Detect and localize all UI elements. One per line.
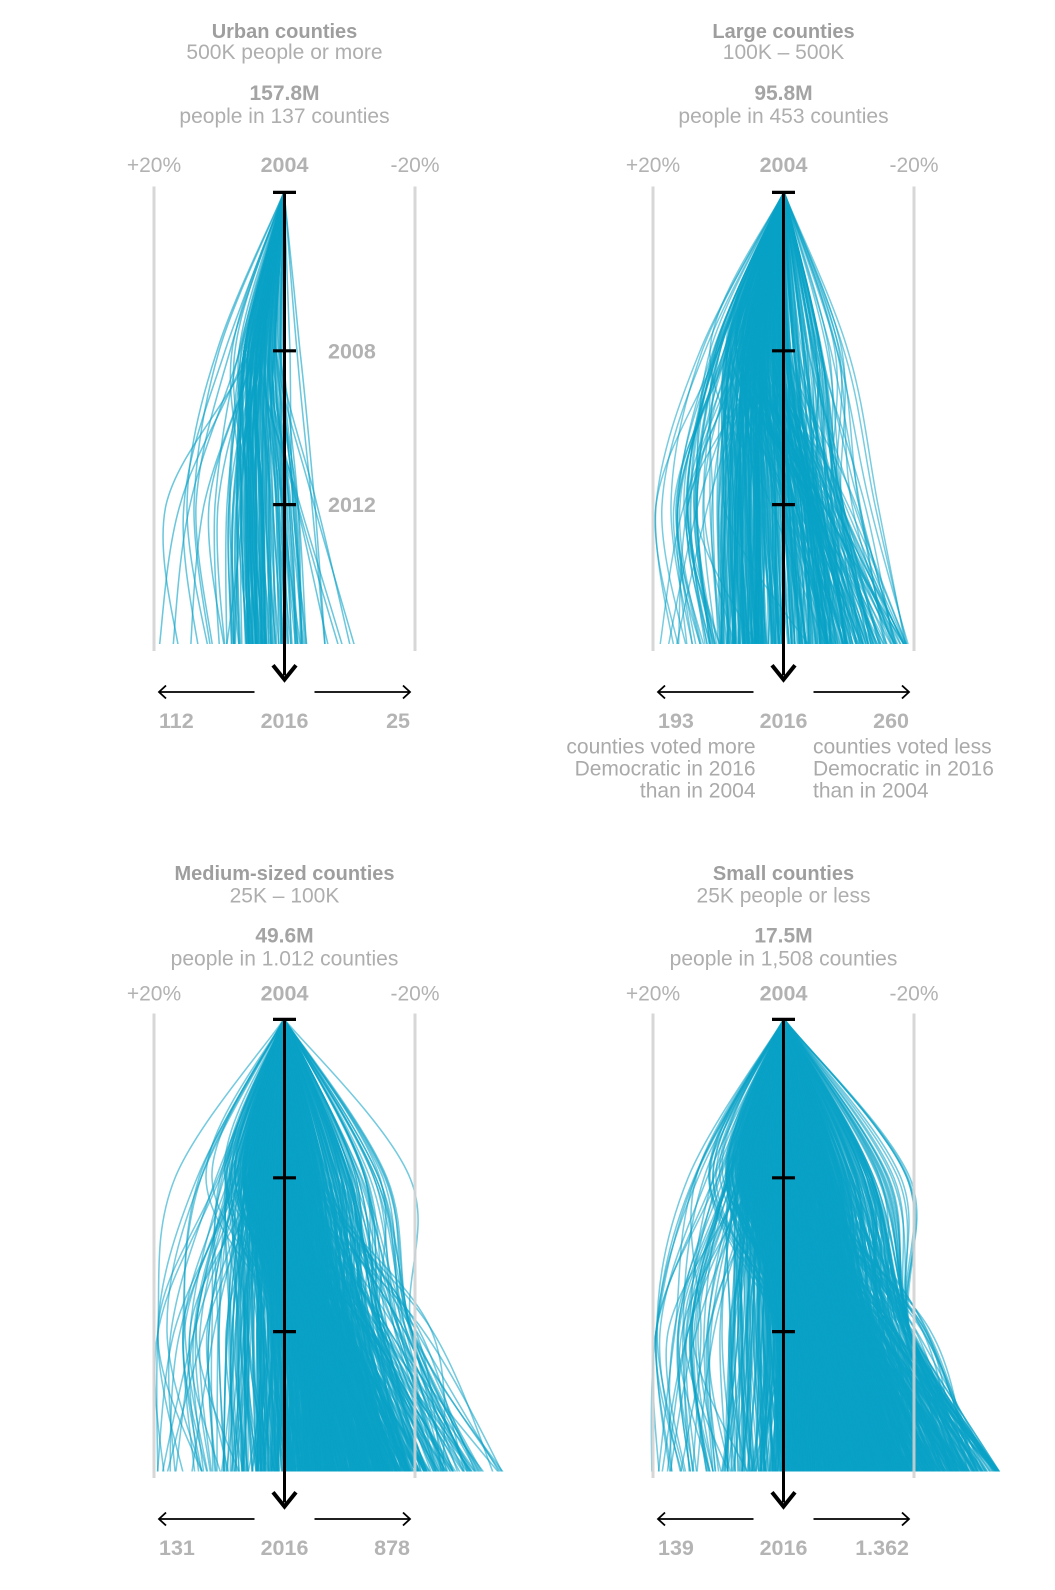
svg-text:-20%: -20%: [390, 982, 439, 1005]
svg-text:112: 112: [159, 709, 194, 733]
svg-text:+20%: +20%: [127, 982, 181, 1005]
svg-text:Small counties: Small counties: [713, 863, 854, 885]
svg-text:counties voted less: counties voted less: [813, 736, 992, 759]
svg-text:people in 453 counties: people in 453 counties: [678, 105, 888, 128]
svg-text:2016: 2016: [760, 1536, 808, 1560]
svg-text:+20%: +20%: [127, 154, 181, 177]
svg-text:878: 878: [374, 1536, 410, 1560]
svg-text:Medium-sized counties: Medium-sized counties: [174, 863, 394, 885]
svg-text:2016: 2016: [760, 709, 808, 733]
svg-text:139: 139: [658, 1536, 694, 1560]
svg-text:25: 25: [386, 709, 410, 733]
svg-text:+20%: +20%: [626, 154, 680, 177]
svg-text:2004: 2004: [261, 153, 309, 177]
svg-text:25K people or less: 25K people or less: [697, 884, 871, 907]
svg-text:2016: 2016: [261, 709, 309, 733]
svg-text:100K – 500K: 100K – 500K: [723, 41, 844, 64]
svg-text:-20%: -20%: [889, 154, 938, 177]
svg-text:25K – 100K: 25K – 100K: [230, 884, 340, 907]
svg-text:2016: 2016: [261, 1536, 309, 1560]
svg-text:17.5M: 17.5M: [754, 924, 812, 947]
svg-text:Democratic in 2016: Democratic in 2016: [575, 758, 756, 781]
svg-text:people in 137 counties: people in 137 counties: [179, 105, 389, 128]
svg-text:2004: 2004: [261, 981, 309, 1005]
svg-text:people in 1.012 counties: people in 1.012 counties: [171, 948, 399, 971]
svg-text:131: 131: [159, 1536, 195, 1560]
svg-text:than in 2004: than in 2004: [640, 780, 756, 803]
svg-text:counties voted more: counties voted more: [566, 736, 755, 759]
svg-text:+20%: +20%: [626, 982, 680, 1005]
svg-text:2004: 2004: [760, 981, 808, 1005]
svg-text:157.8M: 157.8M: [249, 82, 319, 105]
svg-text:Democratic in 2016: Democratic in 2016: [813, 758, 994, 781]
svg-text:500K people or more: 500K people or more: [186, 41, 382, 64]
svg-text:1.362: 1.362: [855, 1536, 909, 1560]
svg-text:2012: 2012: [328, 493, 376, 517]
svg-text:people in 1,508 counties: people in 1,508 counties: [670, 948, 898, 971]
svg-text:-20%: -20%: [889, 982, 938, 1005]
svg-text:2004: 2004: [760, 153, 808, 177]
svg-text:Urban counties: Urban counties: [212, 21, 358, 43]
svg-text:than in 2004: than in 2004: [813, 780, 929, 803]
svg-text:-20%: -20%: [390, 154, 439, 177]
svg-text:95.8M: 95.8M: [754, 82, 812, 105]
svg-text:260: 260: [873, 709, 909, 733]
svg-text:193: 193: [658, 709, 694, 733]
svg-text:49.6M: 49.6M: [255, 924, 313, 947]
svg-text:2008: 2008: [328, 339, 376, 363]
svg-text:Large counties: Large counties: [712, 21, 854, 43]
